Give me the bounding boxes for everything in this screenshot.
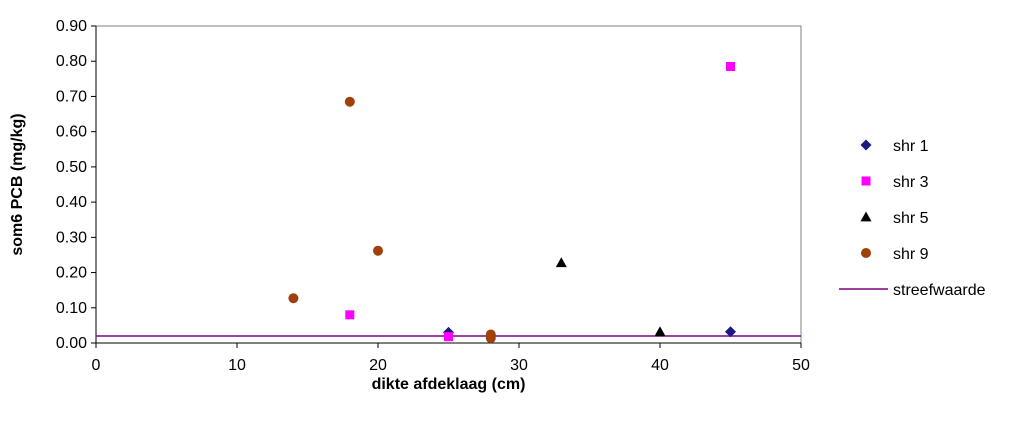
legend-marker-shr-5 [860,211,872,222]
axes: 0.00 0.10 0.20 0.30 0.40 0.50 0.60 0.70 0.80 0.90… [56,18,810,374]
x-tick-label: 40 [651,357,669,374]
data-point-shr-5 [654,326,666,337]
legend-label: shr 9 [893,246,929,263]
y-tick-label: 0.40 [56,194,87,211]
data-point-shr-9 [288,293,299,304]
data-point-shr-3 [726,62,735,72]
x-tick-label: 0 [92,357,101,374]
data-point-shr-3 [444,332,453,342]
x-tick-label: 30 [510,357,528,374]
y-tick-label: 0.70 [56,88,87,105]
y-tick-label: 0.90 [56,18,87,35]
data-point-shr-9 [344,96,355,107]
y-tick-label: 0.10 [56,300,87,317]
legend-label: shr 3 [893,174,929,191]
legend-marker-shr-9 [861,248,871,258]
data-points [288,62,736,344]
y-tick-label: 0.30 [56,229,87,246]
legend-label: shr 5 [893,210,929,227]
y-tick-label: 0.50 [56,159,87,176]
legend-label: shr 1 [893,138,929,155]
x-tick-label: 20 [369,357,387,374]
data-point-shr-3 [345,310,355,320]
y-tick-label: 0.80 [56,53,87,70]
data-point-shr-1 [725,326,736,338]
y-tick-label: 0.00 [56,335,87,352]
data-point-shr-5 [555,257,567,268]
legend-marker-shr-1 [860,139,872,151]
legend: shr 1 shr 3 shr 5 shr 9 streefwaarde [839,138,986,299]
data-point-shr-9 [485,333,496,344]
y-tick-label: 0.20 [56,265,87,282]
y-axis-title: som6 PCB (mg/kg) [9,113,26,255]
legend-marker-shr-3 [861,176,871,186]
plot-area-border [95,25,802,344]
x-tick-label: 50 [792,357,810,374]
data-point-shr-9 [373,245,383,256]
x-tick-label: 10 [228,357,246,374]
x-axis-title: dikte afdeklaag (cm) [372,376,526,393]
legend-label: streefwaarde [893,282,986,299]
y-tick-label: 0.60 [56,124,87,141]
